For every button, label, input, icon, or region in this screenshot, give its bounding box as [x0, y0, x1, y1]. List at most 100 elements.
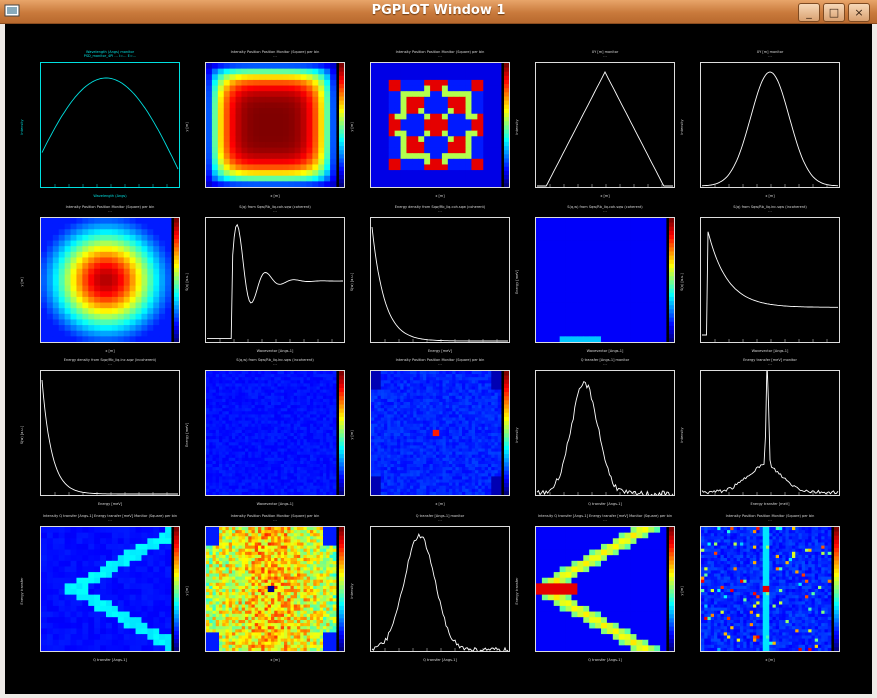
heatmap-cell — [429, 433, 434, 437]
heatmap-cell — [371, 130, 378, 137]
heatmap-cell — [441, 119, 449, 126]
heatmap-cell — [559, 308, 566, 315]
heatmap-cell — [416, 426, 421, 431]
heatmap-cell — [453, 96, 461, 103]
colorbar-segment — [174, 226, 179, 231]
heatmap-cell — [282, 136, 290, 143]
heatmap-cell — [384, 405, 388, 409]
heatmap-cell — [565, 302, 572, 309]
heatmap-cell — [58, 274, 66, 281]
heatmap-cell — [76, 251, 83, 258]
heatmap-cell — [612, 274, 620, 281]
heatmap-cell — [559, 218, 566, 225]
heatmap-cell — [462, 408, 466, 412]
heatmap-cell — [583, 257, 590, 264]
heatmap-cell — [111, 223, 119, 230]
heatmap-cell — [235, 429, 239, 434]
heatmap-cell — [394, 125, 401, 132]
heatmap-cell — [571, 280, 578, 287]
heatmap-cell — [165, 291, 172, 298]
plot-canvas[interactable]: Wavelength (Angs) monitor PSD_monitor_4PI… — [5, 24, 872, 694]
heatmap-cell — [376, 158, 384, 165]
heatmap-cell — [58, 280, 66, 287]
maximize-button[interactable]: □ — [823, 3, 845, 22]
heatmap-cell — [449, 374, 453, 378]
heatmap-cell — [206, 448, 210, 452]
heatmap-cell — [326, 395, 330, 400]
heatmap-cell — [429, 454, 434, 459]
heatmap-cell — [459, 153, 466, 160]
heatmap-cell — [387, 383, 391, 387]
heatmap-cell — [406, 426, 411, 431]
heatmap-cell — [390, 386, 395, 390]
heatmap-cell — [135, 308, 142, 315]
heatmap-cell — [82, 291, 89, 298]
heatmap-cell — [424, 113, 431, 120]
heatmap-cell — [394, 68, 401, 75]
heatmap-cell — [388, 68, 396, 75]
heatmap-cell — [329, 442, 334, 446]
heatmap-cell — [288, 130, 296, 137]
heatmap-cell — [612, 257, 620, 264]
heatmap-cell — [129, 274, 136, 281]
heatmap-cell — [212, 386, 217, 390]
heatmap-cell — [394, 102, 401, 109]
heatmap-cell — [267, 457, 272, 462]
heatmap-cell — [374, 417, 378, 421]
heatmap-cell — [455, 398, 460, 403]
heatmap-cell — [436, 380, 440, 384]
window-icon[interactable] — [4, 3, 20, 19]
heatmap-cell — [211, 96, 219, 103]
heatmap-cell — [241, 113, 248, 120]
heatmap-cell — [380, 380, 385, 384]
heatmap-cell — [318, 147, 325, 154]
heatmap-cell — [123, 280, 131, 287]
heatmap-cell — [406, 108, 413, 115]
heatmap-cell — [247, 74, 254, 81]
minimize-button[interactable]: _ — [798, 3, 820, 22]
heatmap-cell — [491, 371, 495, 375]
heatmap-cell — [290, 464, 295, 468]
plot-title: Intensity Position Position Monitor (Squ… — [395, 358, 485, 362]
heatmap-cell — [280, 445, 285, 449]
data-series-line — [41, 379, 178, 495]
heatmap-cell — [215, 476, 220, 480]
heatmap-cell — [387, 429, 391, 434]
heatmap-cell — [413, 383, 417, 387]
heatmap-cell — [274, 377, 278, 381]
heatmap-cell — [106, 246, 113, 253]
heatmap-cell — [271, 417, 275, 421]
heatmap-cell — [212, 479, 217, 483]
heatmap-cell — [452, 429, 456, 434]
heatmap-cell — [165, 234, 172, 241]
plot-graphic — [207, 223, 343, 342]
heatmap-cell — [400, 113, 407, 120]
heatmap-cell — [565, 240, 572, 247]
heatmap-cell — [274, 473, 278, 477]
heatmap-cell — [261, 482, 265, 487]
heatmap-cell — [481, 405, 486, 409]
heatmap-cell — [287, 417, 291, 421]
heatmap-cell — [251, 445, 256, 449]
heatmap-cell — [238, 423, 243, 428]
colorbar-segment — [504, 120, 509, 126]
heatmap-cell — [313, 426, 317, 431]
heatmap-cell — [393, 380, 398, 384]
heatmap-cell — [432, 402, 437, 406]
heatmap-cell — [471, 451, 476, 456]
heatmap-cell — [326, 405, 330, 409]
heatmap-cell — [147, 251, 154, 258]
heatmap-cell — [406, 164, 413, 171]
heatmap-cell — [488, 383, 492, 387]
heatmap-cell — [330, 96, 337, 103]
heatmap-cell — [323, 433, 327, 437]
close-button[interactable]: × — [848, 3, 870, 22]
heatmap-cell — [235, 389, 239, 394]
title-bar[interactable]: PGPLOT Window 1 _ □ × — [0, 0, 877, 24]
heatmap-cell — [294, 113, 301, 120]
heatmap-cell — [323, 395, 327, 400]
heatmap-cell — [287, 383, 291, 387]
heatmap-cell — [324, 102, 331, 109]
heatmap-cell — [306, 402, 311, 406]
heatmap-cell — [123, 257, 131, 264]
